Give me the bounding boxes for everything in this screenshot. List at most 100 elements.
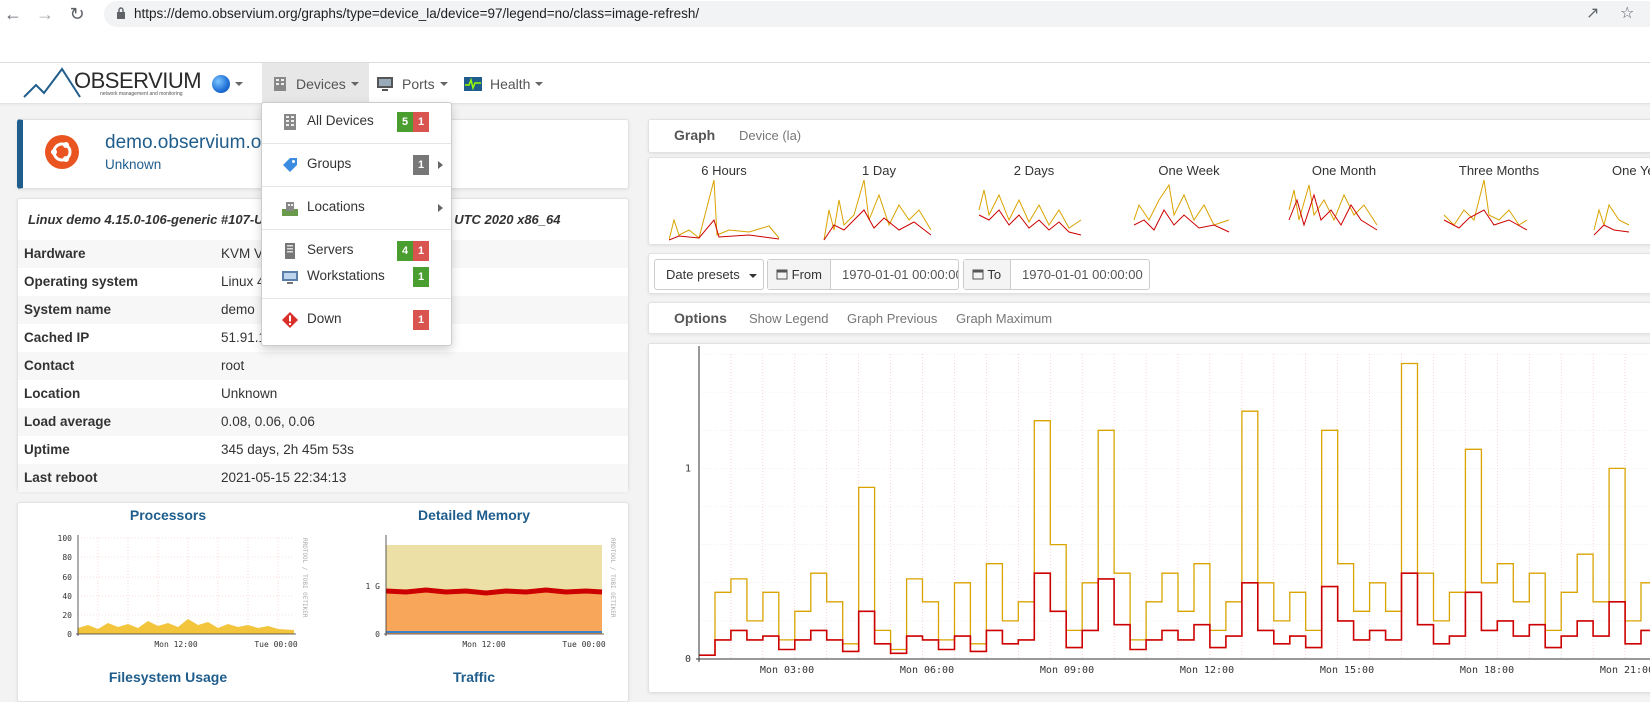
lock-icon	[117, 7, 125, 19]
x-tick-label: Tue 00:00	[254, 640, 298, 649]
globe-menu[interactable]	[204, 63, 251, 104]
down-count-badge: 1	[413, 241, 429, 261]
menu-divider	[262, 186, 451, 187]
x-tick-label: Mon 18:00	[1460, 665, 1514, 676]
date-range-bar: Date presets From To	[648, 253, 1650, 294]
info-value: demo	[221, 302, 255, 317]
period-label[interactable]: One Month	[1311, 163, 1377, 178]
y-tick-label: 0	[375, 630, 380, 639]
rrdtool-credit: RRDTOOL / TOBI OETIKER	[609, 538, 616, 618]
y-tick-label: 100	[58, 534, 73, 543]
filesystem-title[interactable]: Filesystem Usage	[108, 669, 228, 685]
x-tick-label: Mon 03:00	[760, 665, 814, 676]
tab-graph[interactable]: Graph	[674, 127, 716, 143]
period-label[interactable]: 6 Hours	[701, 163, 747, 178]
traffic-title[interactable]: Traffic	[452, 669, 495, 685]
share-icon[interactable]: ↗	[1586, 5, 1600, 22]
nav-ports[interactable]: Ports	[368, 63, 456, 104]
graph-options-bar: Options Show Legend Graph Previous Graph…	[648, 302, 1650, 334]
bookmark-star-icon[interactable]: ☆	[1620, 5, 1635, 22]
address-bar[interactable]: https://demo.observium.org/graphs/type=d…	[104, 1, 1650, 27]
menu-item-label: Down	[307, 311, 342, 326]
map-location-icon	[282, 202, 298, 216]
forward-icon[interactable]: →	[36, 4, 54, 24]
menu-item-label: Servers	[307, 242, 354, 257]
building-icon	[274, 76, 286, 91]
nav-ports-label: Ports	[402, 75, 435, 92]
workstation-icon	[282, 271, 298, 284]
x-tick-label: Mon 12:00	[154, 640, 198, 649]
reload-icon[interactable]: ↻	[69, 4, 85, 24]
ubuntu-logo-icon	[45, 135, 79, 169]
period-label[interactable]: One Week	[1158, 163, 1220, 178]
rrdtool-credit: RRDTOOL / TOBI OETIKER	[301, 538, 308, 618]
graph-previous-link[interactable]: Graph Previous	[847, 311, 938, 326]
x-tick-label: Tue 00:00	[562, 640, 606, 649]
period-label[interactable]: Three Months	[1458, 163, 1540, 178]
server-icon	[285, 243, 295, 259]
top-navbar: OBSERVIUM network management and monitor…	[0, 63, 1650, 104]
menu-item-servers[interactable]: Servers 4 1	[262, 238, 451, 264]
y-tick-label: 60	[62, 573, 72, 582]
to-date-group: To	[963, 259, 1150, 290]
down-count-badge: 1	[413, 112, 429, 132]
nav-health[interactable]: Health	[456, 63, 551, 104]
device-status: Unknown	[105, 157, 162, 172]
menu-item-locations[interactable]: Locations	[262, 195, 451, 221]
menu-divider	[262, 298, 451, 299]
overview-graphs-panel: Processors Detailed Memory 100 80 60 40 …	[17, 502, 629, 702]
info-row: Location Unknown	[18, 380, 628, 408]
y-tick-label: 1 G	[366, 582, 381, 591]
show-legend-link[interactable]: Show Legend	[749, 311, 829, 326]
memory-graph[interactable]: 1 G 0 Mon 12:00 Tue 00:00 RRDTOOL / TOBI…	[336, 533, 626, 663]
back-icon[interactable]: ←	[4, 4, 22, 24]
period-label[interactable]: One Year	[1612, 163, 1650, 178]
up-count-badge: 5	[397, 112, 413, 132]
to-label: To	[987, 267, 1002, 282]
period-thumbnails: 6 Hours 1 Day 2 Days One Week One Month …	[648, 157, 1650, 245]
x-tick-label: Mon 12:00	[1180, 665, 1234, 676]
memory-title[interactable]: Detailed Memory	[417, 507, 531, 523]
info-key: Cached IP	[24, 330, 90, 345]
observium-logo[interactable]: OBSERVIUM network management and monitor…	[22, 67, 202, 99]
menu-item-down[interactable]: Down 1	[262, 307, 451, 333]
to-date-input[interactable]	[1012, 260, 1149, 289]
processors-graph[interactable]: 100 80 60 40 20 0 Mon 12:00 Tue 00:00 RR…	[28, 533, 318, 663]
y-tick-label: 20	[62, 611, 72, 620]
info-key: Uptime	[24, 442, 70, 457]
globe-icon	[212, 74, 230, 93]
graph-maximum-link[interactable]: Graph Maximum	[956, 311, 1053, 326]
menu-item-workstations[interactable]: Workstations 1	[262, 264, 451, 290]
menu-item-groups[interactable]: Groups 1	[262, 152, 451, 178]
info-key: Last reboot	[24, 470, 98, 485]
info-key: Hardware	[24, 246, 86, 261]
from-date-group: From	[767, 259, 959, 290]
x-tick-label: Mon 09:00	[1040, 665, 1094, 676]
x-tick-label: Mon 12:00	[462, 640, 506, 649]
up-count-badge: 4	[397, 241, 413, 261]
y-tick-label: 40	[62, 592, 72, 601]
processors-title[interactable]: Processors	[129, 507, 207, 523]
date-presets-label: Date presets	[666, 267, 740, 282]
from-date-input[interactable]	[832, 260, 958, 289]
to-addon: To	[964, 260, 1011, 289]
logo-tagline: network management and monitoring	[100, 91, 183, 97]
menu-divider	[262, 229, 451, 230]
devices-dropdown-menu: All Devices 5 1 Groups 1 Locations Serve…	[261, 102, 452, 346]
load-average-chart[interactable]: 0 1 Mon 03:00 Mon 06:00 Mon 09:00 Mon 12:00 Mo…	[649, 344, 1650, 692]
down-count-badge: 1	[413, 310, 429, 330]
period-sparklines[interactable]	[669, 180, 1650, 242]
submenu-arrow-icon	[438, 161, 443, 169]
period-label[interactable]: 2 Days	[1013, 163, 1055, 178]
date-presets-button[interactable]: Date presets	[654, 259, 764, 290]
x-tick-label: Mon 06:00	[900, 665, 954, 676]
menu-item-all-devices[interactable]: All Devices 5 1	[262, 109, 451, 135]
info-row: Uptime 345 days, 2h 45m 53s	[18, 436, 628, 464]
menu-item-label: Workstations	[307, 268, 385, 283]
nav-devices[interactable]: Devices	[262, 63, 369, 104]
device-hostname[interactable]: demo.observium.org	[105, 132, 279, 153]
alert-icon	[282, 312, 298, 328]
x-tick-label: Mon 21:00	[1600, 665, 1650, 676]
period-label[interactable]: 1 Day	[862, 163, 896, 178]
info-value: root	[221, 358, 245, 373]
